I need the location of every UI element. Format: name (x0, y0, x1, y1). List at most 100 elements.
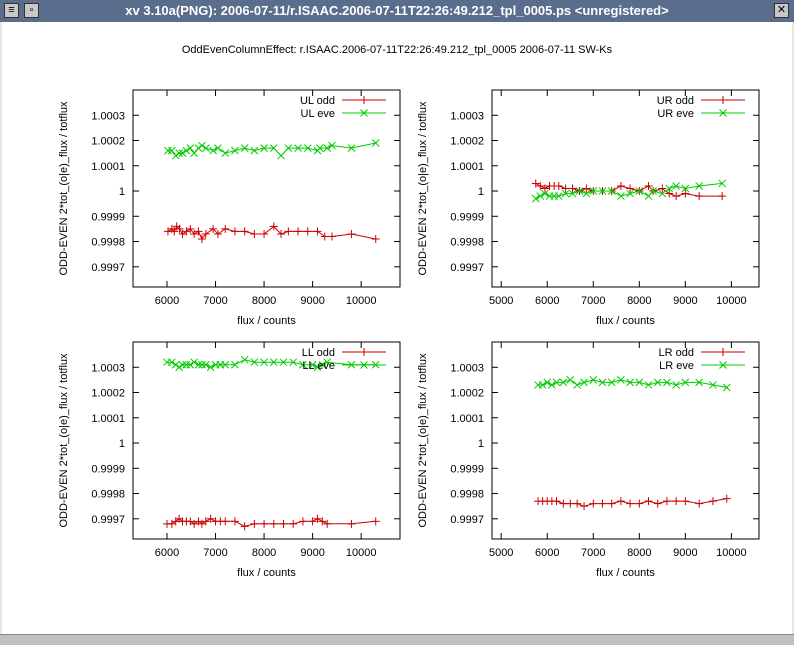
data-point (328, 141, 336, 150)
data-point (536, 181, 545, 190)
data-point (536, 192, 545, 200)
data-point (607, 187, 616, 195)
data-point (607, 378, 616, 387)
y-tick-label: 0.9998 (91, 237, 125, 249)
data-point (589, 376, 598, 384)
window-titlebar[interactable]: ≡ ▫ xv 3.10a(PNG): 2006-07-11/r.ISAAC.20… (0, 0, 794, 22)
data-point (260, 229, 269, 238)
data-point (289, 519, 298, 528)
legend-label: UR eve (657, 108, 694, 120)
data-point (190, 358, 199, 367)
restore-icon[interactable]: ▫ (24, 3, 39, 18)
y-tick-label: 1.0003 (91, 110, 125, 122)
data-point (303, 227, 312, 236)
data-point (171, 151, 180, 160)
data-point (681, 497, 690, 506)
data-point (240, 522, 249, 531)
data-point (644, 497, 653, 506)
data-point (568, 184, 577, 193)
x-axis-label: flux / counts (237, 315, 296, 327)
data-point (552, 378, 561, 387)
y-tick-label: 0.9999 (91, 211, 125, 223)
data-point (722, 383, 731, 392)
data-point (328, 232, 337, 241)
data-point (371, 235, 380, 244)
data-point (178, 360, 187, 369)
data-point (708, 497, 717, 506)
y-tick-label: 0.9999 (450, 211, 484, 223)
y-tick-label: 1.0003 (450, 110, 484, 122)
data-point (167, 358, 176, 367)
data-point (170, 227, 179, 236)
y-tick-label: 1.0001 (91, 161, 125, 173)
data-point (653, 378, 662, 387)
data-point (250, 146, 259, 155)
y-tick-label: 0.9997 (91, 514, 125, 526)
window-bottom-border (0, 634, 794, 645)
y-tick-label: 0.9998 (450, 237, 484, 249)
x-axis-label: flux / counts (237, 567, 296, 579)
chart-panel-1: 0.9997 0.9998 0.9999 1 1.0001 1.0002 1.0003 600… (58, 89, 401, 327)
y-tick-label: 0.9998 (450, 489, 484, 501)
window-menu-icon[interactable]: ≡ (4, 3, 19, 18)
data-point (194, 360, 203, 369)
data-point (190, 229, 199, 238)
legend-marker (360, 348, 368, 356)
data-point (598, 187, 607, 195)
data-point (198, 141, 206, 150)
data-point (575, 187, 584, 195)
data-point (665, 184, 674, 193)
x-axis-label: flux / counts (596, 315, 655, 327)
data-point (371, 139, 380, 147)
data-point (279, 519, 288, 528)
data-point (547, 381, 556, 389)
data-point (269, 358, 278, 367)
y-tick-label: 1 (478, 438, 484, 450)
data-point (269, 144, 278, 152)
data-point (186, 144, 195, 152)
data-point (644, 381, 653, 389)
x-tick-label: 9000 (673, 295, 697, 307)
data-point (277, 151, 285, 160)
data-point (540, 184, 549, 193)
x-axis-label: flux / counts (596, 567, 655, 579)
legend-marker (360, 109, 368, 117)
data-point (580, 378, 588, 387)
data-point (554, 181, 563, 190)
data-point (580, 502, 589, 511)
y-tick-label: 1.0002 (450, 136, 484, 148)
data-point (672, 381, 680, 389)
data-point (658, 189, 667, 198)
data-point (240, 144, 249, 152)
data-point (279, 358, 288, 367)
y-tick-label: 1 (119, 186, 125, 198)
data-point (662, 497, 671, 506)
data-point (194, 227, 203, 236)
data-point (568, 189, 577, 198)
x-tick-label: 10000 (346, 547, 377, 559)
legend-label: UL odd (300, 95, 335, 107)
image-canvas: OddEvenColumnEffect: r.ISAAC.2006-07-11T… (2, 22, 792, 634)
data-point (616, 497, 625, 506)
data-point (209, 146, 217, 155)
data-point (559, 378, 568, 387)
legend-label: UL eve (301, 108, 335, 120)
data-point (240, 227, 249, 236)
data-point (198, 360, 206, 369)
data-point (681, 378, 690, 387)
close-icon[interactable]: ✕ (774, 3, 789, 18)
data-point (681, 189, 690, 198)
y-axis-label: ODD-EVEN 2*tot_(o|e)_flux / totflux (58, 353, 70, 528)
legend-label: UR odd (657, 95, 694, 107)
data-point (313, 514, 322, 523)
data-point (635, 378, 644, 387)
x-tick-label: 7000 (581, 295, 605, 307)
data-point (250, 358, 259, 367)
y-tick-label: 1.0003 (450, 362, 484, 374)
data-point (541, 189, 549, 198)
data-point (722, 494, 731, 503)
x-tick-label: 10000 (716, 547, 747, 559)
y-tick-label: 0.9997 (450, 262, 484, 274)
x-tick-label: 8000 (627, 547, 651, 559)
data-point (182, 360, 191, 369)
